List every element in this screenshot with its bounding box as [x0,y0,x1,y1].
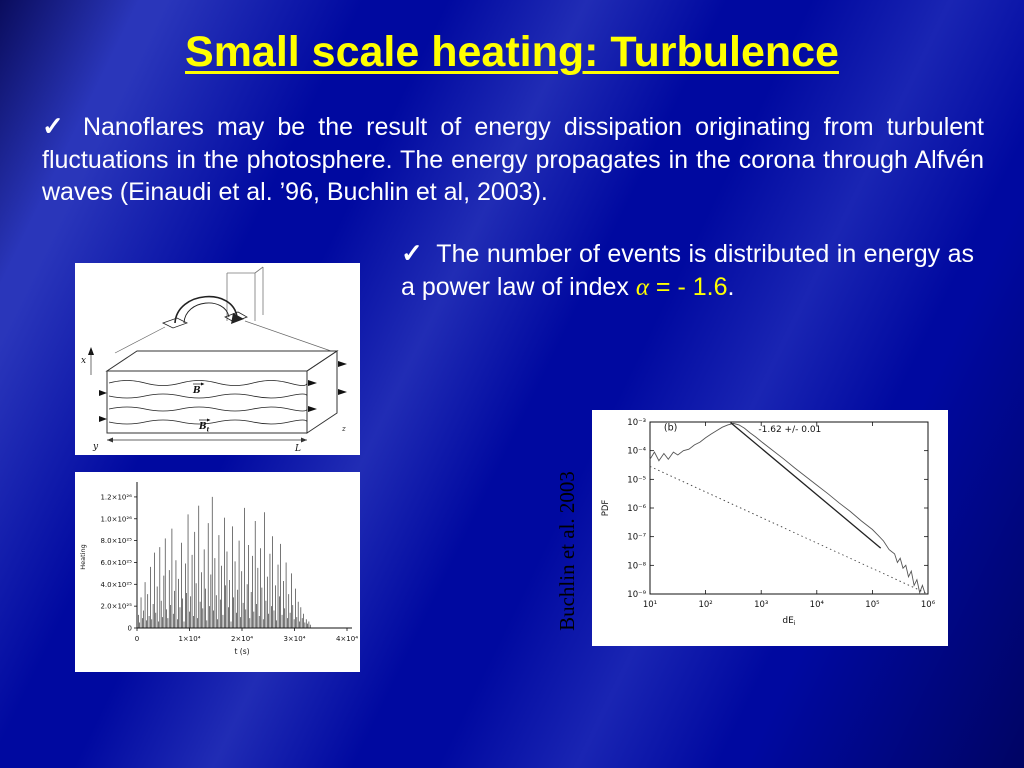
check-icon: ✓ [401,238,424,268]
x-tick-label: 10⁵ [865,600,879,610]
x-tick-label: 4×10⁴ [336,635,358,643]
x-tick-label: 10² [698,600,712,610]
fit-annotation: -1.62 +/- 0.01 [758,425,821,435]
x-axis-label: t (s) [234,647,249,656]
axis-label-x: x [81,356,86,366]
magnetic-box [105,350,339,434]
x-tick-label: 3×10⁴ [283,635,305,643]
heating-spikes [136,496,311,628]
field-label-Bt: Bt [198,422,210,434]
panel-label: (b) [664,423,677,434]
y-tick-label: 10⁻⁴ [627,447,646,457]
powerlaw-index-value: = - 1.6 [648,272,728,301]
coronal-loop-arch [161,295,248,329]
bullet-powerlaw-period: . [727,272,735,301]
y-tick-label: 1.2×10²⁶ [100,493,132,501]
x-tick-label: 0 [135,635,139,643]
y-tick-label: 1.0×10²⁶ [100,515,132,523]
x-tick-label: 10¹ [643,600,657,610]
pdf-plot: 10¹ 10² 10³ 10⁴ 10⁵ 10⁶ 10⁻³ 10⁻⁴ 10⁻⁵ 10⁻⁶ 10⁻⁷ 10… [601,418,936,627]
pdf-powerlaw-svg: 10¹ 10² 10³ 10⁴ 10⁵ 10⁶ 10⁻³ 10⁻⁴ 10⁻⁵ 10⁻⁶ 10⁻⁷ 10… [601,418,936,627]
bullet-nanoflares: ✓ Nanoflares may be the result of energy … [42,110,984,209]
heating-timeseries-svg: 0 2.0×10²⁵ 4.0×10²⁵ 6.0×10²⁵ 8.0×10²⁵ 1.0×10²… [79,482,358,656]
field-lines [108,380,308,425]
figure-loop-schematic: x y z L B Bt [75,263,360,455]
field-arrows [88,347,347,422]
x-tick-label: 10⁶ [921,600,936,610]
vertical-slab [226,266,264,321]
bullet-nanoflares-text: Nanoflares may be the result of energy d… [42,113,985,207]
y-axis-label: PDF [601,500,611,517]
y-tick-label: 0 [128,625,132,633]
vector-overbars [193,382,211,422]
loop-box-schematic-svg: x y z L B Bt [81,266,347,454]
x-tick-label: 2×10⁴ [231,635,253,643]
citation-label: Buchlin et al. 2003 [555,471,579,631]
reference-dotted [649,465,929,595]
x-tick-label: 10³ [754,600,768,610]
x-tick-label: 10⁴ [810,600,825,610]
pdf-curve [649,422,926,595]
y-tick-label: 10⁻⁸ [627,561,646,571]
timeseries-plot: 0 2.0×10²⁵ 4.0×10²⁵ 6.0×10²⁵ 8.0×10²⁵ 1.0×10²… [79,482,358,656]
length-label-L: L [294,444,301,454]
axis-label-z: z [341,425,346,433]
schematic-labels: x y z L B Bt [81,356,346,454]
bullet-powerlaw: ✓ The number of events is distributed in … [401,237,974,304]
y-tick-label: 10⁻⁹ [627,590,646,600]
y-tick-label: 10⁻⁷ [627,533,646,543]
y-tick-label: 10⁻³ [627,418,646,428]
dimension-lines [90,351,307,443]
x-axis-label: dEi [782,616,795,627]
page-title-text: Small scale heating: Turbulence [185,28,839,76]
axis-label-y: y [92,442,99,452]
y-axis-label: Heating [79,544,87,569]
funnel-lines [114,320,332,354]
x-tick-label: 1×10⁴ [178,635,200,643]
y-tick-label: 10⁻⁵ [627,475,646,485]
alpha-symbol: α [635,273,649,301]
powerlaw-index-highlight: α = - 1.6 [636,273,728,301]
y-tick-label: 2.0×10²⁵ [100,603,132,611]
page-title: Small scale heating: Turbulence [0,28,1024,77]
check-icon: ✓ [42,111,70,141]
field-label-B: B [192,386,201,396]
y-tick-label: 10⁻⁶ [627,504,646,514]
y-tick-label: 6.0×10²⁵ [100,559,132,567]
y-tick-label: 8.0×10²⁵ [100,537,132,545]
y-tick-label: 4.0×10²⁵ [100,581,132,589]
figure-pdf-powerlaw: 10¹ 10² 10³ 10⁴ 10⁵ 10⁶ 10⁻³ 10⁻⁴ 10⁻⁵ 10⁻⁶ 10⁻⁷ 10… [592,410,948,646]
powerlaw-fit [730,422,882,549]
bullet-powerlaw-text: The number of events is distributed in e… [401,240,974,301]
figure-heating-timeseries: 0 2.0×10²⁵ 4.0×10²⁵ 6.0×10²⁵ 8.0×10²⁵ 1.0×10²… [75,472,360,672]
